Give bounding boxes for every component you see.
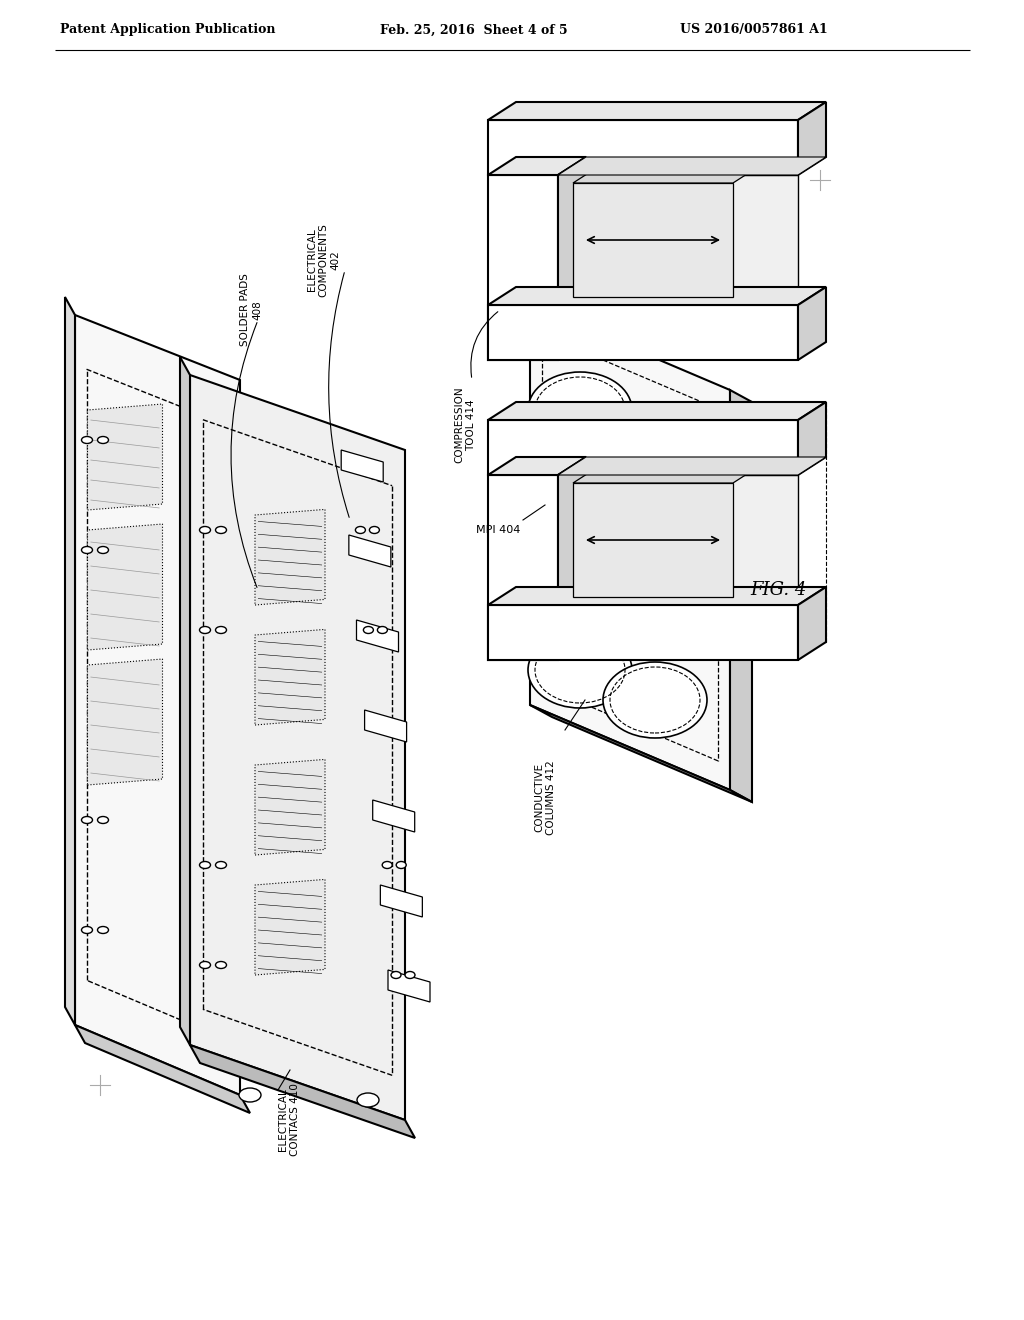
Polygon shape	[558, 157, 826, 176]
Ellipse shape	[82, 546, 92, 553]
Text: US 2016/0057861 A1: US 2016/0057861 A1	[680, 24, 827, 37]
Ellipse shape	[391, 972, 401, 978]
Polygon shape	[356, 620, 398, 652]
Polygon shape	[488, 457, 586, 475]
Polygon shape	[255, 510, 325, 605]
Ellipse shape	[215, 961, 226, 969]
Polygon shape	[488, 475, 558, 660]
Ellipse shape	[528, 372, 632, 447]
Ellipse shape	[603, 403, 707, 478]
Ellipse shape	[239, 1088, 261, 1102]
Ellipse shape	[200, 862, 211, 869]
Polygon shape	[488, 102, 826, 120]
Ellipse shape	[97, 437, 109, 444]
Polygon shape	[573, 183, 733, 297]
Polygon shape	[530, 305, 730, 789]
Polygon shape	[488, 587, 826, 605]
Text: COMPRESSION
TOOL 414: COMPRESSION TOOL 414	[455, 387, 476, 463]
Polygon shape	[573, 172, 750, 183]
Polygon shape	[388, 970, 430, 1002]
Ellipse shape	[378, 627, 387, 634]
Polygon shape	[65, 297, 75, 1026]
Ellipse shape	[97, 817, 109, 824]
Polygon shape	[798, 286, 826, 360]
Ellipse shape	[200, 527, 211, 533]
Polygon shape	[255, 759, 325, 855]
Ellipse shape	[603, 532, 707, 609]
Ellipse shape	[215, 627, 226, 634]
Polygon shape	[730, 389, 752, 803]
Polygon shape	[488, 286, 826, 305]
Ellipse shape	[355, 527, 366, 533]
Polygon shape	[75, 1026, 250, 1113]
Ellipse shape	[364, 627, 374, 634]
Text: ELECTRICAL
COMPONENTS
402: ELECTRICAL COMPONENTS 402	[307, 223, 340, 297]
Polygon shape	[380, 884, 422, 917]
Ellipse shape	[82, 817, 92, 824]
Text: CONDUCTIVE
COLUMNS 412: CONDUCTIVE COLUMNS 412	[535, 760, 556, 834]
Polygon shape	[365, 710, 407, 742]
Polygon shape	[488, 176, 558, 360]
Ellipse shape	[82, 927, 92, 933]
Ellipse shape	[200, 961, 211, 969]
Polygon shape	[180, 356, 190, 1045]
Ellipse shape	[528, 632, 632, 708]
Polygon shape	[488, 403, 826, 420]
Polygon shape	[75, 315, 240, 1096]
Text: Patent Application Publication: Patent Application Publication	[60, 24, 275, 37]
Ellipse shape	[215, 862, 226, 869]
Ellipse shape	[603, 663, 707, 738]
Polygon shape	[349, 535, 391, 568]
Ellipse shape	[97, 927, 109, 933]
Polygon shape	[558, 176, 798, 305]
Polygon shape	[573, 483, 733, 597]
Ellipse shape	[370, 527, 380, 533]
Polygon shape	[488, 120, 798, 176]
Ellipse shape	[97, 546, 109, 553]
Polygon shape	[488, 157, 586, 176]
Text: SOLDER PADS
408: SOLDER PADS 408	[241, 273, 262, 346]
Polygon shape	[373, 800, 415, 832]
Polygon shape	[558, 157, 586, 360]
Polygon shape	[488, 605, 798, 660]
Polygon shape	[558, 457, 826, 475]
Polygon shape	[798, 102, 826, 176]
Ellipse shape	[357, 1093, 379, 1107]
Polygon shape	[255, 879, 325, 975]
Text: Feb. 25, 2016  Sheet 4 of 5: Feb. 25, 2016 Sheet 4 of 5	[380, 24, 567, 37]
Polygon shape	[190, 375, 406, 1119]
Ellipse shape	[382, 862, 392, 869]
Polygon shape	[530, 705, 752, 803]
Ellipse shape	[215, 527, 226, 533]
Text: MPI 404: MPI 404	[475, 525, 520, 535]
Polygon shape	[87, 524, 163, 649]
Polygon shape	[558, 457, 586, 660]
Polygon shape	[87, 659, 163, 785]
Polygon shape	[488, 420, 798, 475]
Polygon shape	[488, 305, 798, 360]
Polygon shape	[798, 587, 826, 660]
Polygon shape	[190, 1045, 415, 1138]
Polygon shape	[798, 403, 826, 475]
Ellipse shape	[200, 627, 211, 634]
Polygon shape	[573, 473, 750, 483]
Text: FIG. 4: FIG. 4	[750, 581, 806, 599]
Ellipse shape	[528, 502, 632, 578]
Text: ELECTRICAL
CONTACS 410: ELECTRICAL CONTACS 410	[278, 1084, 300, 1156]
Ellipse shape	[82, 437, 92, 444]
Polygon shape	[87, 404, 163, 510]
Ellipse shape	[406, 972, 415, 978]
Polygon shape	[255, 630, 325, 725]
Polygon shape	[558, 475, 798, 605]
Polygon shape	[341, 450, 383, 482]
Ellipse shape	[396, 862, 407, 869]
